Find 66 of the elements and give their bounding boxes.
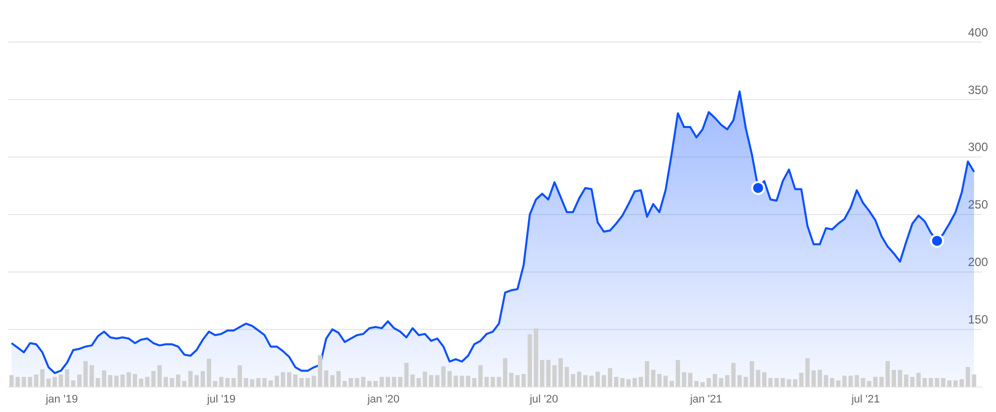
x-tick-label: jan '20 — [366, 393, 400, 406]
bar — [336, 371, 341, 387]
bar — [102, 370, 106, 387]
bar — [170, 378, 174, 387]
bar — [515, 375, 520, 387]
bar — [225, 378, 230, 387]
bar — [750, 361, 754, 387]
bar — [410, 374, 415, 387]
bar — [441, 366, 446, 387]
bar — [712, 374, 718, 387]
bar — [188, 371, 193, 387]
bar — [318, 355, 322, 387]
bar — [644, 361, 650, 387]
y-tick-label: 200 — [968, 255, 988, 270]
bar — [299, 378, 304, 387]
bar — [682, 372, 686, 387]
bar — [608, 368, 612, 387]
bar — [731, 362, 736, 387]
bar — [280, 372, 286, 387]
bar — [398, 376, 402, 387]
bar — [589, 376, 594, 387]
bar — [934, 378, 940, 387]
bar — [478, 365, 483, 387]
bar — [688, 372, 692, 387]
y-tick-label: 400 — [968, 25, 988, 40]
x-tick-label: jul '20 — [528, 393, 558, 406]
y-tick-label: 250 — [968, 198, 988, 212]
bar — [663, 376, 668, 387]
bar — [422, 372, 428, 387]
bar — [206, 358, 212, 387]
x-tick-label: jul '19 — [206, 393, 236, 406]
bar — [824, 375, 828, 387]
bar — [404, 362, 409, 387]
bar — [626, 379, 631, 387]
y-tick-label: 150 — [968, 312, 988, 327]
bar — [9, 375, 14, 387]
bar — [132, 374, 138, 387]
bar — [570, 374, 576, 387]
bar — [46, 378, 51, 387]
bar — [416, 378, 421, 387]
bar — [768, 378, 773, 387]
y-tick-label: 300 — [968, 140, 988, 154]
bar — [83, 361, 88, 387]
bar — [860, 378, 866, 387]
bar — [972, 374, 976, 387]
bar — [534, 328, 538, 387]
bar — [898, 370, 902, 387]
x-tick-label: jan '19 — [44, 393, 78, 406]
bar — [354, 378, 360, 387]
bar — [120, 374, 125, 387]
bar — [460, 376, 464, 387]
bar — [108, 375, 112, 387]
y-tick-label: 350 — [968, 82, 988, 97]
bar — [786, 379, 792, 387]
bar — [114, 376, 119, 387]
bar — [805, 358, 810, 387]
bar — [244, 378, 248, 387]
bar — [151, 371, 156, 387]
bar — [126, 372, 131, 387]
bar — [842, 376, 847, 387]
bar — [262, 378, 267, 387]
bar — [706, 378, 711, 387]
x-tick-label: jul '21 — [850, 393, 880, 406]
bar — [552, 365, 557, 387]
x-tick-label: jan '21 — [689, 393, 722, 406]
bar — [64, 369, 70, 387]
